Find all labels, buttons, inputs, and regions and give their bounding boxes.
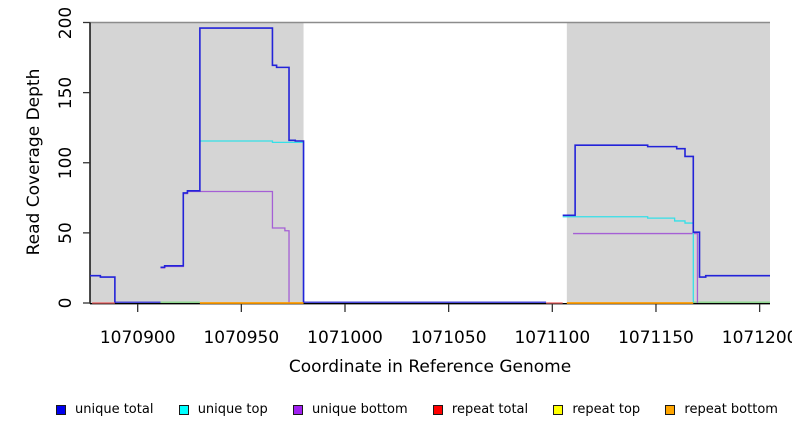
legend-item-unique-bottom: unique bottom xyxy=(292,402,408,417)
legend-label: unique bottom xyxy=(311,402,408,417)
x-tick-label: 1071150 xyxy=(618,328,694,348)
legend-swatch-icon xyxy=(553,404,564,415)
legend-item-unique-top: unique top xyxy=(178,402,268,417)
repeat-region-band xyxy=(566,22,770,303)
y-tick-label: 50 xyxy=(56,222,76,244)
x-axis-title: Coordinate in Reference Genome xyxy=(288,357,572,377)
legend-swatch-icon xyxy=(178,404,189,415)
legend-label: repeat total xyxy=(451,402,529,417)
legend-item-repeat-bottom: repeat bottom xyxy=(665,402,778,417)
legend-label: unique total xyxy=(75,402,154,417)
x-tick-label: 1070900 xyxy=(99,328,176,348)
legend-label: repeat top xyxy=(572,402,641,417)
legend-label: repeat bottom xyxy=(684,402,778,417)
legend-item-repeat-total: repeat total xyxy=(432,402,529,417)
plot-svg xyxy=(83,21,770,312)
legend-swatch-icon xyxy=(292,404,303,415)
series-unique-top xyxy=(562,216,694,303)
y-tick-label: 150 xyxy=(56,76,76,109)
legend-label: unique top xyxy=(197,402,268,417)
y-tick-label: 100 xyxy=(56,146,76,179)
x-tick-label: 1071100 xyxy=(514,328,591,348)
series-unique-total xyxy=(160,27,305,303)
series-unique-total xyxy=(90,274,116,303)
legend-swatch-icon xyxy=(56,404,66,415)
y-tick-label: 0 xyxy=(56,297,76,309)
y-axis-title: Read Coverage Depth xyxy=(24,68,44,256)
x-tick-label: 1071200 xyxy=(721,328,792,348)
legend: unique total unique top unique bottom repea… xyxy=(56,402,778,417)
series-unique-bottom xyxy=(573,232,699,303)
x-tick-label: 1071000 xyxy=(307,328,383,348)
y-tick-label: 200 xyxy=(56,6,76,39)
repeat-region-band xyxy=(90,22,304,303)
legend-item-unique-total: unique total xyxy=(56,402,153,417)
legend-swatch-icon xyxy=(432,404,443,415)
series-unique-total xyxy=(562,144,770,278)
x-tick-label: 1071050 xyxy=(410,328,487,348)
legend-swatch-icon xyxy=(665,404,676,415)
x-tick-label: 1070950 xyxy=(203,328,280,348)
legend-item-repeat-top: repeat top xyxy=(553,402,640,417)
